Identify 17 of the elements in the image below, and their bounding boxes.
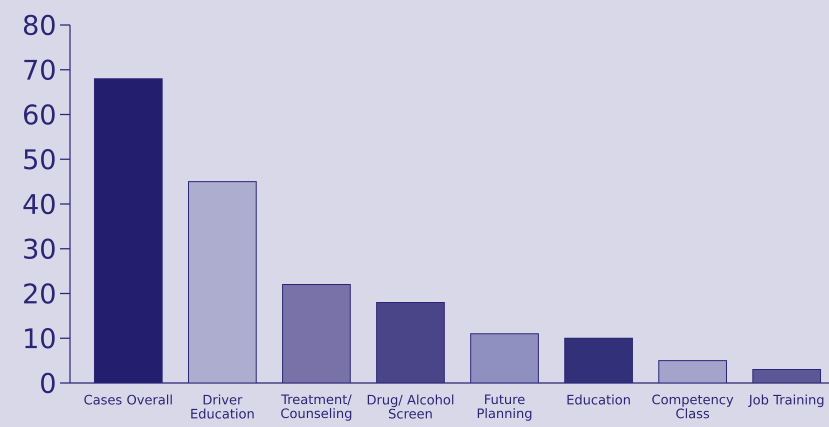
y-tick-label: 30: [24, 238, 55, 259]
y-tick-label: 50: [24, 149, 55, 170]
y-tick-label: 0: [41, 372, 55, 394]
y-tick-label: 20: [24, 283, 55, 304]
x-tick-label: Education: [567, 394, 630, 405]
x-tick-label: Drug/ Alcohol Screen: [368, 394, 454, 419]
y-tick-label: 80: [24, 14, 55, 36]
x-tick-label: Treatment/ Counseling: [281, 394, 352, 421]
x-tick-label: Cases Overall: [84, 394, 172, 405]
x-tick-label: Future Planning: [478, 394, 532, 421]
x-tick-label: Job Training: [748, 394, 824, 408]
y-tick-label: 70: [24, 60, 55, 80]
y-tick-label: 10: [25, 328, 55, 348]
x-tick-label: Driver Education: [191, 394, 254, 419]
x-tick-label: Competency Class: [652, 394, 734, 418]
y-tick-label: 40: [23, 194, 55, 214]
y-tick-label: 60: [24, 104, 55, 125]
